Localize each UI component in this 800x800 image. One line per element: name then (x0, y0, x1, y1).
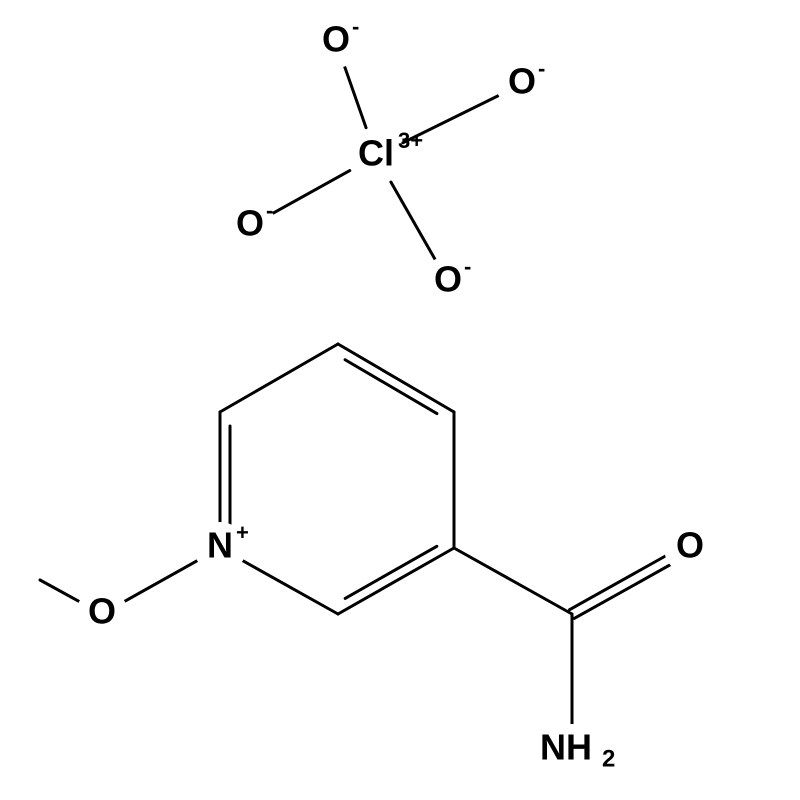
label-cl-charge: 3+ (398, 128, 423, 153)
label-o-2: O (236, 203, 264, 244)
bond-o-me (40, 580, 83, 603)
labels-layer: O-O-O-O-Cl3+N+OONH2 (76, 14, 716, 776)
bond-c-o-dbl-a (574, 563, 673, 618)
label-o-methyl: O (88, 591, 116, 632)
ring-double-2 (345, 546, 437, 598)
ring-bond-5 (239, 559, 338, 614)
label-cl: Cl (358, 133, 394, 174)
label-n-ring-charge: + (236, 520, 249, 545)
label-o-2-charge: - (266, 198, 273, 223)
bond-cl-o-0 (343, 63, 366, 128)
bond-n-o (121, 559, 201, 604)
label-amide-n-sub: 2 (602, 745, 615, 772)
bond-ring-carbonyl (454, 548, 572, 614)
ring-bond-2 (338, 344, 454, 412)
label-o-3-charge: - (464, 254, 471, 279)
label-n-ring: N (207, 525, 233, 566)
bond-cl-o-2 (269, 171, 350, 216)
label-o-1: O (508, 61, 536, 102)
ring-bond-1 (220, 344, 338, 412)
label-carbonyl-o: O (676, 525, 704, 566)
bond-c-o-dbl-b (570, 554, 669, 609)
structure-canvas: O-O-O-O-Cl3+N+OONH2 (0, 0, 800, 800)
ring-bond-4 (338, 548, 454, 614)
ring-double-1 (345, 360, 437, 414)
bond-cl-o-3 (391, 182, 437, 263)
label-o-0-charge: - (352, 14, 359, 39)
label-o-0: O (322, 19, 350, 60)
label-o-1-charge: - (538, 56, 545, 81)
label-amide-n: NH (540, 727, 592, 768)
label-o-3: O (434, 259, 462, 300)
